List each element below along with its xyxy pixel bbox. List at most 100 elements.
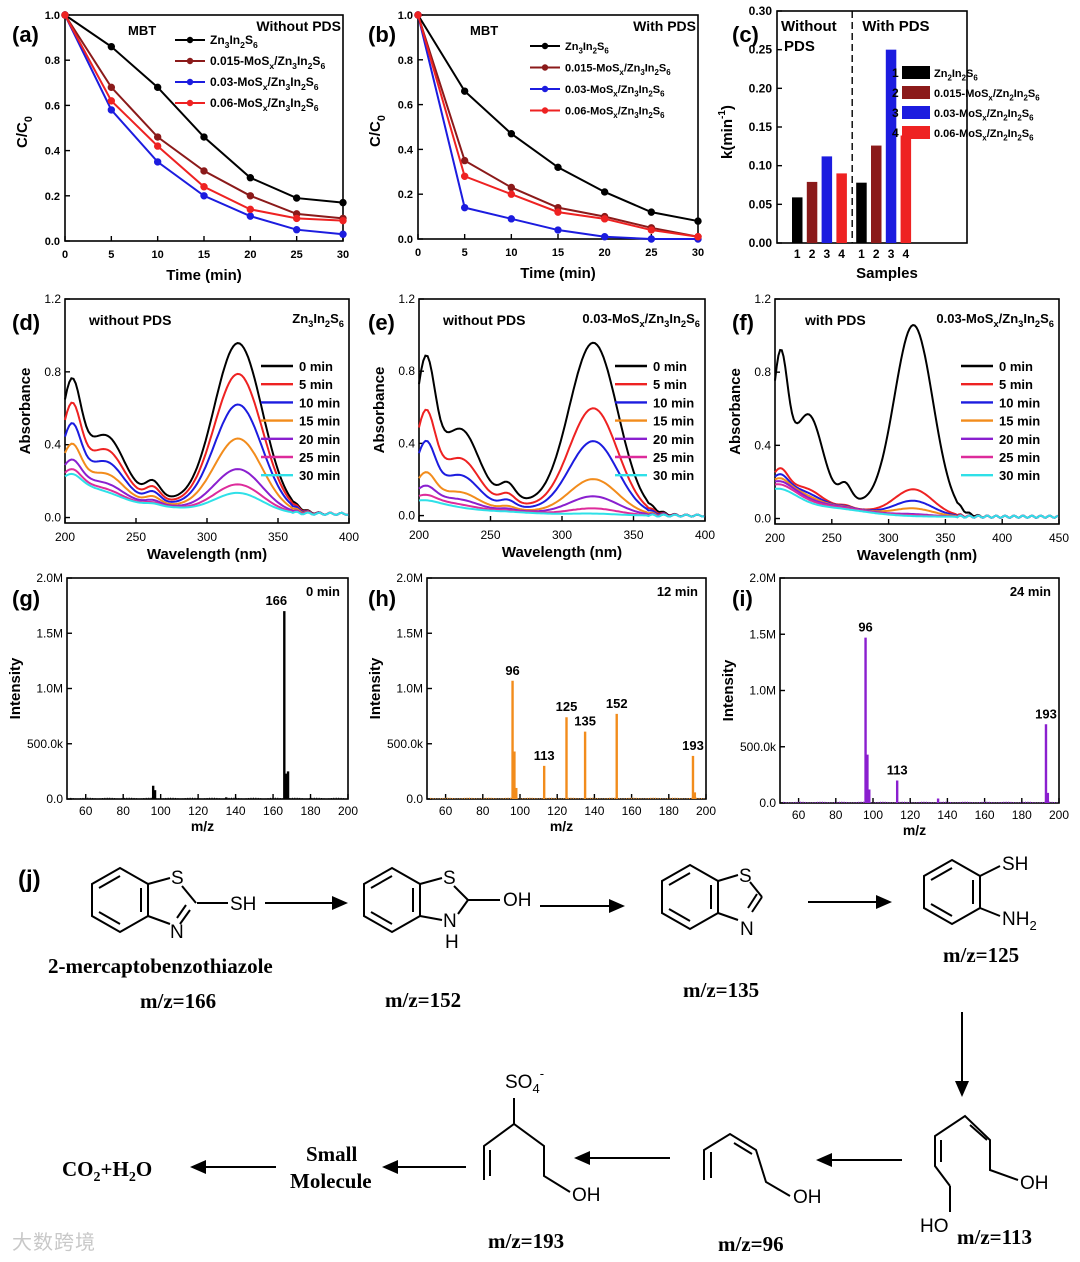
x-tick-label: 100	[151, 804, 171, 818]
chart-title-right: Without PDS	[256, 18, 341, 34]
label-part: 0.015-MoS	[565, 63, 619, 75]
mz-125-label: m/z=125	[943, 943, 1019, 967]
x-tick-label: 10	[152, 249, 164, 261]
legend-label: 0.015-MoSx/Zn3In2S6	[210, 54, 325, 71]
legend-label: 15 min	[653, 414, 694, 429]
label-part: In	[290, 75, 301, 89]
y-tick-label: 2.0M	[749, 571, 776, 585]
arrow-left-icon	[816, 1153, 832, 1167]
data-point	[107, 97, 116, 105]
y-tick-label: 1.0	[45, 10, 60, 22]
chart-title-right: Zn3In2S6	[292, 311, 344, 329]
legend-label: 0 min	[299, 359, 333, 374]
x-tick-label: 180	[301, 804, 321, 818]
chart-title-left: MBT	[470, 23, 498, 38]
x-tick-label: 200	[409, 528, 429, 542]
atom-n: N	[740, 919, 754, 940]
label-part: x	[613, 111, 618, 120]
legend-marker	[541, 85, 549, 93]
y-tick-label: 1.2	[754, 292, 771, 306]
x-tick-label: 140	[584, 804, 604, 818]
label-part: -1	[717, 110, 728, 119]
legend-label: Zn3In2S6	[210, 33, 258, 50]
x-tick-label: 15	[552, 247, 564, 259]
x-tick-label: 350	[935, 531, 955, 545]
chart-title-left: without PDS	[88, 312, 171, 328]
label-part: C/C	[14, 122, 31, 148]
label-part: 2	[240, 40, 245, 50]
label-part: 6	[973, 74, 978, 83]
legend-label: 5 min	[999, 377, 1033, 392]
label-part: /Zn	[987, 128, 1004, 140]
bar	[900, 135, 912, 243]
data-point	[339, 198, 347, 207]
so4-subscript: 4	[532, 1081, 539, 1096]
data-point	[460, 172, 469, 180]
y-tick-label: 0.6	[398, 100, 413, 112]
atom-oh: OH	[572, 1185, 601, 1206]
x-tick-label: 120	[900, 808, 920, 822]
series-line	[417, 14, 699, 238]
y-axis-label: C/C0	[14, 116, 35, 148]
label-part: 3	[578, 47, 583, 56]
label-part: In	[1008, 108, 1018, 120]
data-point	[292, 194, 301, 202]
h2o-subscript: 2	[129, 1170, 136, 1185]
y-tick-label: 500.0k	[387, 737, 424, 751]
x-tick-label: 5	[462, 247, 468, 259]
arrow-left-icon	[190, 1160, 206, 1174]
label-part: In	[229, 33, 240, 47]
x-tick-label: 2	[809, 247, 816, 261]
label-part: In	[297, 54, 308, 68]
data-point	[554, 226, 562, 234]
label-part: 0.06-MoS	[565, 106, 613, 118]
label-part: 2	[655, 68, 660, 77]
peak-label: 135	[574, 714, 596, 729]
data-point	[61, 11, 69, 19]
label-part: x	[269, 61, 274, 71]
x-axis-label: m/z	[191, 818, 214, 834]
label-part: 0	[376, 115, 388, 121]
chart-title-left: MBT	[128, 23, 156, 38]
legend-marker	[541, 42, 549, 50]
x-tick-label: 250	[126, 530, 146, 544]
y-tick-label: 0.8	[44, 365, 61, 379]
legend-label: 0.03-MoSx/Zn2In2S6	[934, 108, 1034, 123]
y-axis-label: Absorbance	[727, 368, 744, 455]
label-part: /Zn	[267, 96, 285, 110]
nh-text: NH	[1002, 909, 1029, 930]
y-tick-label: 0.0	[44, 511, 61, 525]
mz-193-label: m/z=193	[488, 1229, 564, 1253]
label-part: 2	[308, 61, 313, 71]
atom-h: H	[445, 932, 459, 953]
y-tick-label: 0.0	[759, 796, 776, 810]
label-part: 2	[593, 47, 598, 56]
label-part: 3	[292, 61, 297, 71]
label-part: 2	[1024, 94, 1029, 103]
y-axis-label: Absorbance	[371, 367, 388, 454]
x-tick-label: 250	[822, 531, 842, 545]
x-tick-label: 200	[55, 530, 75, 544]
atom-oh: OH	[793, 1187, 822, 1208]
panel-label-f: (f)	[732, 310, 754, 335]
atom-oh: OH	[503, 890, 532, 911]
chart-h: 60 80 100 120 140 160 180 200 0.0 500.0k 1.0M 1.5M 2…	[367, 571, 716, 834]
label-part: In	[313, 311, 325, 326]
y-tick-label: 0.2	[45, 191, 60, 203]
atom-ho: HO	[920, 1216, 949, 1237]
data-point	[292, 214, 301, 223]
label-part: In	[639, 106, 649, 118]
legend-number: 4	[892, 126, 899, 140]
x-tick-label: 160	[975, 808, 995, 822]
x-tick-label: 5	[108, 249, 114, 261]
y-tick-label: 0.6	[45, 100, 60, 112]
so4-charge: -	[540, 1066, 544, 1081]
y-tick-label: 1.5M	[36, 626, 63, 640]
data-point	[153, 83, 162, 92]
y-tick-label: 0.4	[398, 144, 414, 156]
x-axis-label: m/z	[550, 818, 573, 834]
x-tick-label: 30	[337, 249, 349, 261]
x-tick-label: 100	[863, 808, 883, 822]
